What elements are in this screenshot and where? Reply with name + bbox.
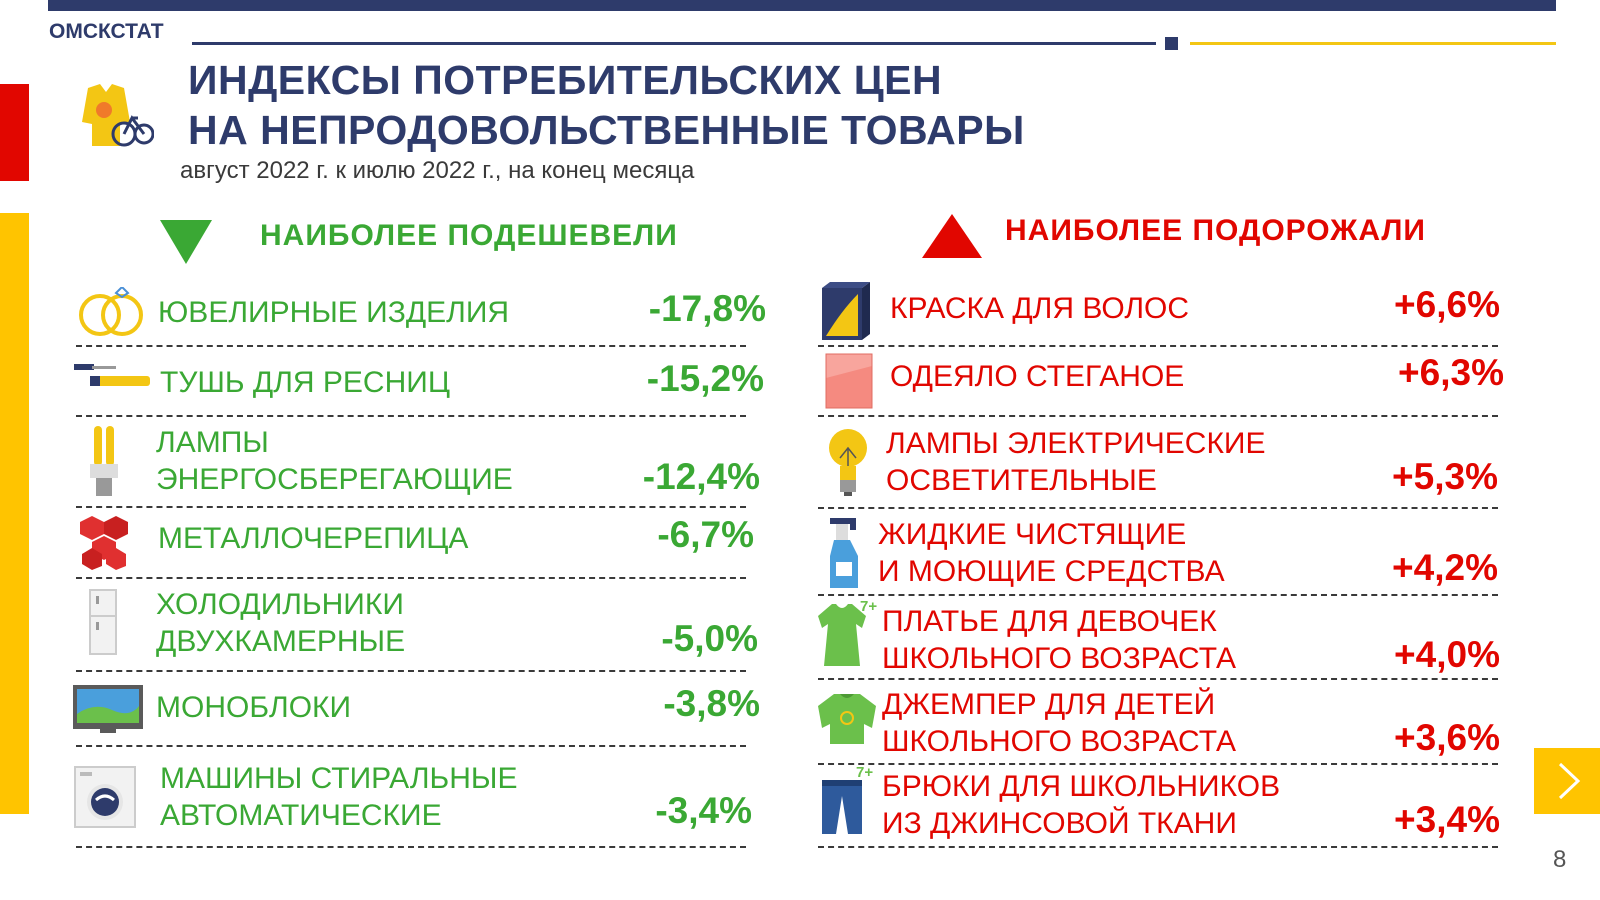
- pricier-value-5: +4,0%: [1394, 634, 1500, 675]
- divider: [818, 594, 1498, 596]
- cheaper-value-2: -15,2%: [646, 358, 764, 399]
- page-subtitle: август 2022 г. к июлю 2022 г., на конец …: [180, 157, 695, 184]
- spray-bottle-icon: [830, 518, 858, 588]
- chevron-right-icon: [1558, 762, 1581, 800]
- divider: [76, 506, 746, 508]
- side-strip-red: [0, 84, 29, 181]
- jumper-icon: [818, 694, 876, 744]
- pricier-label-7a: БРЮКИ ДЛЯ ШКОЛЬНИКОВ: [882, 770, 1281, 803]
- cfl-lamp-icon: [90, 426, 118, 496]
- pricier-value-3: +5,3%: [1392, 456, 1498, 497]
- pricier-value-2: +6,3%: [1398, 352, 1504, 393]
- rings-icon: [79, 287, 143, 336]
- pricier-label-1: КРАСКА ДЛЯ ВОЛОС: [890, 292, 1190, 325]
- jeans-icon: [822, 780, 862, 834]
- age-badge: 7+: [856, 764, 874, 781]
- title-line-1: ИНДЕКСЫ ПОТРЕБИТЕЛЬСКИХ ЦЕН: [188, 57, 943, 103]
- side-strip-yellow: [0, 213, 29, 814]
- cheaper-label-1: ЮВЕЛИРНЫЕ ИЗДЕЛИЯ: [158, 296, 510, 329]
- pricier-value-1: +6,6%: [1394, 284, 1500, 325]
- cheaper-value-7: -3,4%: [655, 790, 752, 831]
- header-line-yellow: [1190, 42, 1556, 45]
- washing-machine-icon: [74, 766, 136, 828]
- pricier-label-4a: ЖИДКИЕ ЧИСТЯЩИЕ: [878, 518, 1187, 551]
- divider: [818, 846, 1498, 848]
- down-triangle-icon: [160, 220, 212, 264]
- cheaper-label-6: МОНОБЛОКИ: [156, 691, 352, 724]
- age-badge: 7+: [860, 598, 878, 615]
- pricier-label-6b: ШКОЛЬНОГО ВОЗРАСТА: [882, 725, 1237, 758]
- cheaper-value-5: -5,0%: [661, 618, 758, 659]
- pricier-label-6a: ДЖЕМПЕР ДЛЯ ДЕТЕЙ: [882, 688, 1216, 721]
- divider: [76, 415, 746, 417]
- hair-dye-icon: [822, 282, 870, 340]
- divider: [818, 415, 1498, 417]
- pricier-label-3b: ОСВЕТИТЕЛЬНЫЕ: [886, 464, 1157, 497]
- mascara-icon: [74, 364, 150, 386]
- page-title: ИНДЕКСЫ ПОТРЕБИТЕЛЬСКИХ ЦЕН НА НЕПРОДОВО…: [188, 55, 1025, 155]
- divider: [818, 345, 1498, 347]
- next-slide-button[interactable]: [1534, 748, 1600, 814]
- divider: [76, 345, 746, 347]
- pricier-label-4b: И МОЮЩИЕ СРЕДСТВА: [878, 555, 1225, 588]
- divider: [76, 745, 746, 747]
- cheaper-value-6: -3,8%: [663, 683, 760, 724]
- divider: [818, 763, 1498, 765]
- title-line-2: НА НЕПРОДОВОЛЬСТВЕННЫЕ ТОВАРЫ: [188, 107, 1025, 153]
- pricier-value-4: +4,2%: [1392, 547, 1498, 588]
- cheaper-heading: НАИБОЛЕЕ ПОДЕШЕВЕЛИ: [260, 219, 678, 252]
- cheaper-value-3: -12,4%: [642, 456, 760, 497]
- cheaper-label-2: ТУШЬ ДЛЯ РЕСНИЦ: [160, 366, 451, 399]
- cheaper-label-4: МЕТАЛЛОЧЕРЕПИЦА: [158, 522, 469, 555]
- up-triangle-icon: [922, 214, 982, 258]
- cheaper-value-4: -6,7%: [657, 514, 754, 555]
- org-name: ОМСКСТАТ: [49, 20, 164, 43]
- cheaper-label-5a: ХОЛОДИЛЬНИКИ: [156, 588, 404, 621]
- roof-tile-icon: [80, 516, 128, 570]
- pricier-heading: НАИБОЛЕЕ ПОДОРОЖАЛИ: [1005, 214, 1426, 247]
- top-bar: [48, 0, 1556, 11]
- pricier-value-6: +3,6%: [1394, 717, 1500, 758]
- pricier-label-7b: ИЗ ДЖИНСОВОЙ ТКАНИ: [882, 807, 1237, 840]
- blanket-icon: [825, 353, 873, 409]
- cheaper-label-7b: АВТОМАТИЧЕСКИЕ: [160, 799, 442, 832]
- dress-icon: [818, 604, 866, 666]
- pricier-label-5a: ПЛАТЬЕ ДЛЯ ДЕВОЧЕК: [882, 605, 1217, 638]
- pricier-label-2: ОДЕЯЛО СТЕГАНОЕ: [890, 360, 1185, 393]
- divider: [818, 507, 1498, 509]
- pricier-label-3a: ЛАМПЫ ЭЛЕКТРИЧЕСКИЕ: [886, 427, 1266, 460]
- fridge-icon: [89, 589, 117, 655]
- cheaper-label-3b: ЭНЕРГОСБЕРЕГАЮЩИЕ: [156, 463, 513, 496]
- header-line-square: [1165, 37, 1178, 50]
- cheaper-label-7a: МАШИНЫ СТИРАЛЬНЫЕ: [160, 762, 518, 795]
- goods-icon: [82, 84, 154, 147]
- cheaper-label-5b: ДВУХКАМЕРНЫЕ: [156, 625, 406, 658]
- cheaper-value-1: -17,8%: [648, 288, 766, 329]
- cheaper-label-3a: ЛАМПЫ: [156, 426, 269, 459]
- header-line-dark: [192, 42, 1156, 45]
- monoblock-icon: [73, 685, 143, 733]
- divider: [76, 577, 746, 579]
- divider: [818, 678, 1498, 680]
- pricier-label-5b: ШКОЛЬНОГО ВОЗРАСТА: [882, 642, 1237, 675]
- pricier-value-7: +3,4%: [1394, 799, 1500, 840]
- divider: [76, 846, 746, 848]
- page-number: 8: [1553, 846, 1567, 873]
- light-bulb-icon: [829, 429, 867, 496]
- divider: [76, 670, 746, 672]
